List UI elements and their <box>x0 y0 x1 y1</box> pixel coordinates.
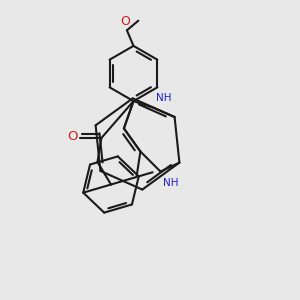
Text: NH: NH <box>156 93 172 103</box>
Text: O: O <box>68 130 78 143</box>
Text: NH: NH <box>163 178 178 188</box>
Text: O: O <box>121 15 130 28</box>
